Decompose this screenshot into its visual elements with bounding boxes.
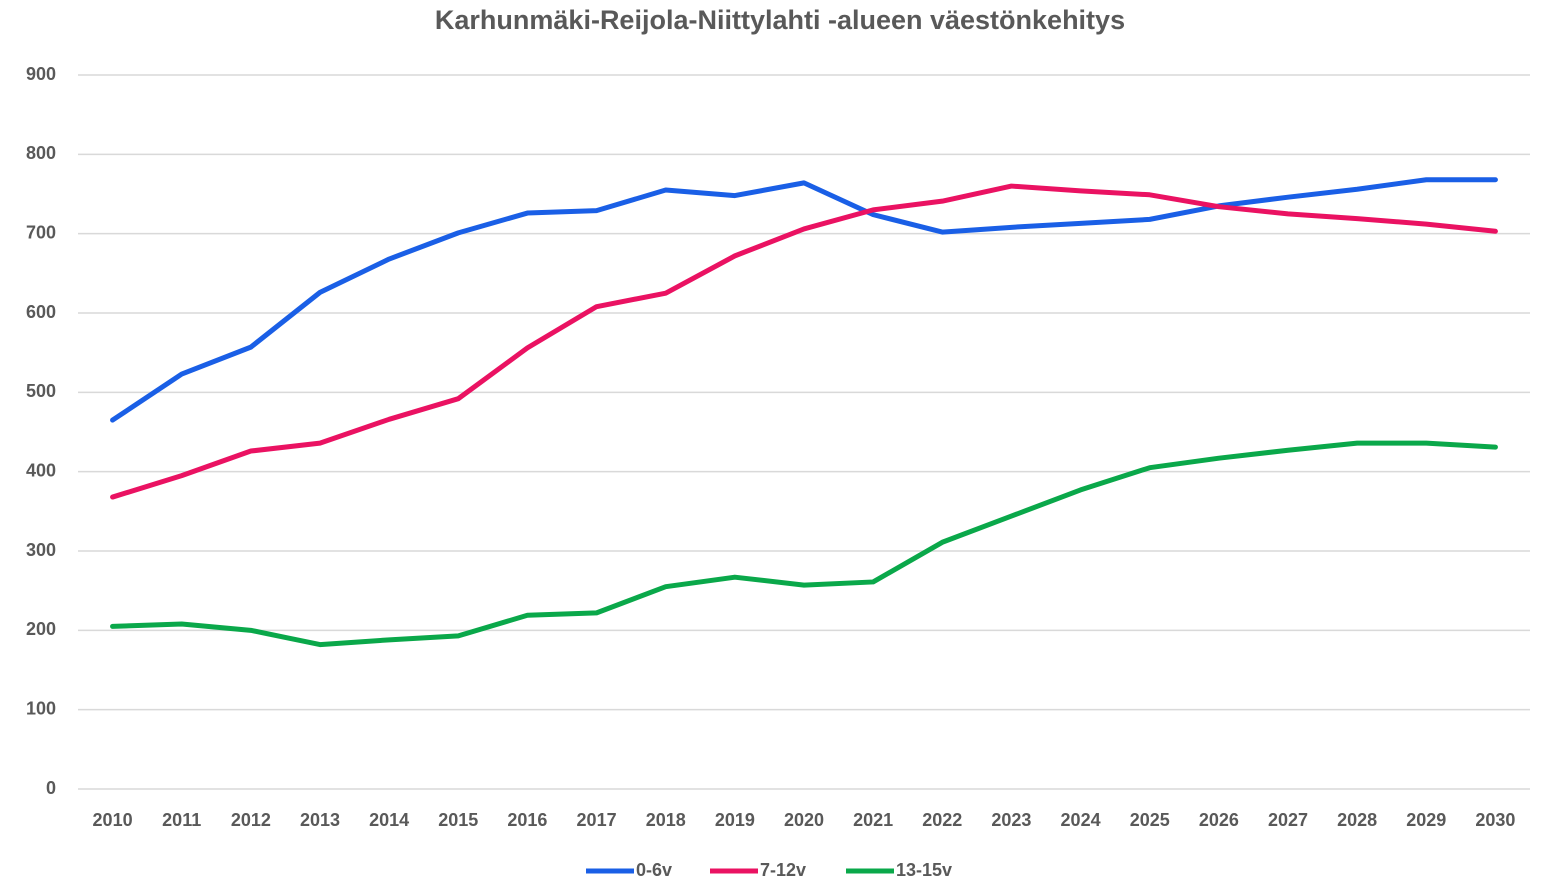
line-series [110, 177, 1498, 423]
y-tick-label: 200 [26, 619, 56, 639]
x-tick-label: 2015 [438, 810, 478, 830]
y-tick-label: 0 [46, 778, 56, 798]
legend-label: 0-6v [636, 860, 672, 880]
x-tick-label: 2022 [922, 810, 962, 830]
x-tick-label: 2010 [93, 810, 133, 830]
x-tick-label: 2016 [507, 810, 547, 830]
y-tick-label: 400 [26, 460, 56, 480]
y-tick-label: 900 [26, 64, 56, 84]
y-tick-label: 800 [26, 143, 56, 163]
x-tick-label: 2012 [231, 810, 271, 830]
y-tick-label: 600 [26, 302, 56, 322]
y-tick-label: 500 [26, 381, 56, 401]
x-tick-label: 2023 [991, 810, 1031, 830]
x-tick-label: 2011 [162, 810, 201, 830]
x-tick-label: 2029 [1406, 810, 1446, 830]
x-tick-label: 2027 [1268, 810, 1308, 830]
x-tick-label: 2020 [784, 810, 824, 830]
x-tick-label: 2021 [853, 810, 893, 830]
y-tick-label: 700 [26, 222, 56, 242]
x-tick-label: 2030 [1475, 810, 1515, 830]
x-tick-label: 2024 [1061, 810, 1101, 830]
line-series [110, 440, 1498, 648]
x-tick-label: 2019 [715, 810, 755, 830]
legend-label: 7-12v [760, 860, 806, 880]
y-tick-label: 300 [26, 540, 56, 560]
x-tick-label: 2028 [1337, 810, 1377, 830]
x-tick-label: 2026 [1199, 810, 1239, 830]
chart-title: Karhunmäki-Reijola-Niittylahti -alueen v… [435, 5, 1125, 35]
legend-label: 13-15v [896, 860, 952, 880]
line-series [110, 183, 1498, 500]
x-tick-label: 2013 [300, 810, 340, 830]
x-tick-label: 2025 [1130, 810, 1170, 830]
x-tick-label: 2018 [646, 810, 686, 830]
y-tick-label: 100 [26, 698, 56, 718]
x-tick-label: 2017 [577, 810, 617, 830]
x-tick-label: 2014 [369, 810, 409, 830]
